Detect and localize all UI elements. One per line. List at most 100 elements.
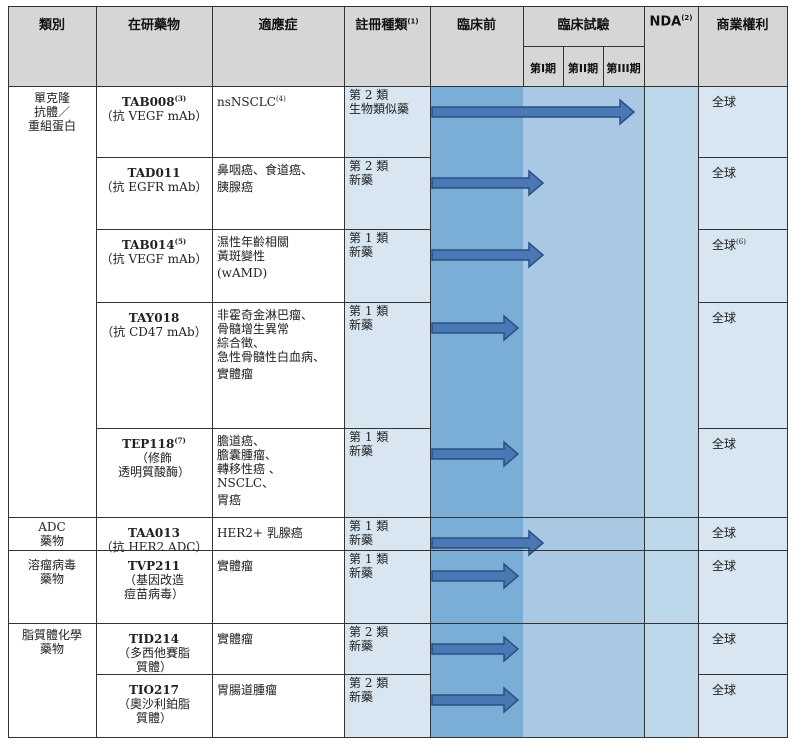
header-registration-label: 註冊種類 xyxy=(355,18,408,33)
indication-cell: nsNSCLC(4) xyxy=(217,92,343,109)
grid-hline xyxy=(212,674,431,675)
header-phase1: 第I期 xyxy=(523,46,563,86)
drug-cell: TAB008(3) （抗 VEGF mAb） xyxy=(96,92,212,123)
registration-cell: 第 1 類 新藥 xyxy=(349,304,389,332)
indication-cell: 胃腸道腫瘤 xyxy=(217,680,343,697)
drug-footnote: (5) xyxy=(174,237,187,246)
header-rights-label: 商業權利 xyxy=(716,18,769,33)
header-category: 類別 xyxy=(8,6,96,86)
grid-hline xyxy=(212,428,431,429)
registration-cell: 第 1 類 新藥 xyxy=(349,430,389,458)
grid-hline xyxy=(96,229,213,230)
registration-cell: 第 2 類 新藥 xyxy=(349,676,389,704)
phase-column-band xyxy=(523,86,644,737)
rights-cell: 全球 xyxy=(712,680,736,697)
grid-vline xyxy=(644,6,645,737)
drug-description: （奧沙利鉑脂 質體） xyxy=(117,697,190,725)
category-adc: ADC 藥物 xyxy=(38,520,66,548)
rights-cell: 全球 xyxy=(712,308,736,325)
drug-cell: TID214 （多西他賽脂 質體） xyxy=(96,629,212,674)
drug-name: TAD011 xyxy=(96,163,212,180)
indication-text: 鼻咽癌、食道癌、 胰腺癌 xyxy=(217,163,314,194)
indication-text: 實體瘤 xyxy=(217,559,254,573)
nda-column-band xyxy=(644,86,698,737)
drug-name-text: TVP211 xyxy=(127,559,181,573)
indication-text: 實體瘤 xyxy=(217,632,254,646)
header-phase1-label: 第I期 xyxy=(529,62,557,75)
grid-hline xyxy=(96,302,213,303)
drug-description: （抗 VEGF mAb） xyxy=(100,109,208,123)
grid-hline xyxy=(698,229,788,230)
rights-cell: 全球 xyxy=(712,556,736,573)
grid-hline xyxy=(8,6,788,7)
rights-footnote: (6) xyxy=(736,238,746,246)
grid-hline xyxy=(8,86,788,87)
category-mab: 單克隆 抗體／ 重組蛋白 xyxy=(27,91,76,133)
drug-description: （基因改造 痘苗病毒） xyxy=(123,573,184,601)
grid-hline xyxy=(698,157,788,158)
grid-vline xyxy=(563,46,564,86)
drug-name-text: TEP118 xyxy=(122,437,175,451)
grid-vline xyxy=(523,6,524,86)
grid-hline xyxy=(96,674,213,675)
registration-cell: 第 1 類 新藥 xyxy=(349,552,389,580)
drug-cell: TVP211 （基因改造 痘苗病毒） xyxy=(96,556,212,601)
indication-text: HER2+ 乳腺癌 xyxy=(217,526,303,540)
indication-cell: 濕性年齡相關 黃斑變性 (wAMD) xyxy=(217,235,343,280)
drug-name-text: TAD011 xyxy=(127,166,181,180)
drug-name-text: TAY018 xyxy=(128,311,180,325)
indication-text: 膽道癌、 膽囊腫瘤、 轉移性癌 、 NSCLC、 胃癌 xyxy=(217,434,281,507)
rights-text: 全球 xyxy=(712,311,737,325)
header-nda: NDA(2) xyxy=(644,6,698,86)
indication-cell: 實體瘤 xyxy=(217,556,343,573)
rights-text: 全球 xyxy=(712,95,737,109)
rights-cell: 全球 xyxy=(712,92,736,109)
drug-name: TAA013 xyxy=(96,523,212,540)
rights-column-band xyxy=(698,86,787,737)
header-phase2-label: 第II期 xyxy=(567,62,599,75)
grid-vline xyxy=(212,6,213,737)
drug-description: （抗 HER2 ADC） xyxy=(100,540,208,554)
header-registration: 註冊種類(1) xyxy=(344,6,430,86)
drug-name: TID214 xyxy=(96,629,212,646)
registration-cell: 第 1 類 新藥 xyxy=(349,519,389,547)
grid-vline xyxy=(344,6,345,737)
indication-cell: HER2+ 乳腺癌 xyxy=(217,523,343,540)
drug-name: TAY018 xyxy=(96,308,212,325)
rights-text: 全球 xyxy=(712,683,737,697)
drug-cell: TAY018 （抗 CD47 mAb） xyxy=(96,308,212,339)
rights-text: 全球 xyxy=(712,526,737,540)
drug-name-text: TID214 xyxy=(129,632,179,646)
drug-footnote: (3) xyxy=(174,94,187,103)
grid-hline xyxy=(698,302,788,303)
registration-cell: 第 2 類 新藥 xyxy=(349,625,389,653)
drug-name-text: TAB008 xyxy=(121,95,175,109)
grid-hline xyxy=(8,623,788,624)
rights-cell: 全球 xyxy=(712,629,736,646)
drug-description: （抗 EGFR mAb） xyxy=(100,180,208,194)
category-liposome: 脂質體化學 藥物 xyxy=(21,628,82,656)
drug-name: TAB008(3) xyxy=(96,92,212,109)
indication-cell: 鼻咽癌、食道癌、 胰腺癌 xyxy=(217,163,343,194)
header-phase2: 第II期 xyxy=(563,46,603,86)
header-nda-footnote: (2) xyxy=(681,14,693,22)
drug-cell: TEP118(7) （修飾 透明質酸酶） xyxy=(96,434,212,479)
indication-text: nsNSCLC xyxy=(217,95,276,109)
rights-cell: 全球 xyxy=(712,523,736,540)
rights-cell: 全球 xyxy=(712,434,736,451)
drug-cell: TIO217 （奧沙利鉑脂 質體） xyxy=(96,680,212,725)
rights-text: 全球 xyxy=(712,437,737,451)
header-preclinical-label: 臨床前 xyxy=(456,18,496,33)
grid-hline xyxy=(212,157,431,158)
grid-hline xyxy=(8,517,788,518)
drug-name-text: TAA013 xyxy=(128,526,180,540)
rights-text: 全球 xyxy=(712,238,737,252)
drug-name-text: TAB014 xyxy=(121,238,175,252)
drug-description: （抗 CD47 mAb） xyxy=(101,325,207,339)
grid-vline xyxy=(698,6,699,737)
drug-description: （抗 VEGF mAb） xyxy=(100,252,208,266)
drug-cell: TAD011 （抗 EGFR mAb） xyxy=(96,163,212,194)
grid-hline xyxy=(698,428,788,429)
drug-footnote: (7) xyxy=(174,436,186,445)
drug-name: TEP118(7) xyxy=(96,434,212,451)
